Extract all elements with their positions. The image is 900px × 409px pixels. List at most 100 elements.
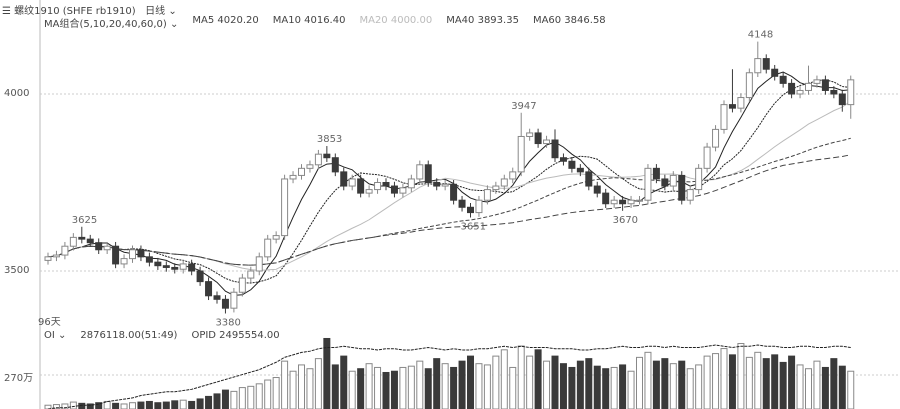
volume-bar <box>847 370 855 409</box>
volume-bar <box>728 354 736 409</box>
candle-body <box>382 182 390 187</box>
volume-bar <box>619 364 627 409</box>
volume-bar <box>551 355 559 409</box>
volume-bar <box>576 360 584 409</box>
candle-body <box>390 185 398 194</box>
volume-bar <box>441 363 449 409</box>
volume-bar <box>357 368 365 409</box>
ma5-value: MA5 4020.20 <box>192 15 259 26</box>
candle-body <box>728 104 736 109</box>
ma20-line <box>47 100 852 271</box>
ma10-line <box>47 79 851 284</box>
ma-legend: MA组合(5,10,20,40,60,0) ⌄ MA5 4020.20 MA10… <box>44 15 606 30</box>
volume-bar <box>331 364 339 409</box>
candle-body <box>712 128 720 148</box>
volume-bar <box>602 368 610 409</box>
candle-body <box>737 97 745 109</box>
candle-body <box>534 132 542 145</box>
candle-body <box>86 238 94 244</box>
candle-body <box>424 164 432 184</box>
candle-body <box>247 270 255 279</box>
candle-body <box>120 258 128 265</box>
contract-name: 螺纹1910 (SHFE rb1910) <box>14 6 136 17</box>
volume-bar <box>433 358 441 409</box>
volume-bar <box>720 348 728 409</box>
volume-bar <box>593 365 601 409</box>
candle-body <box>636 199 643 202</box>
ma-group-selector[interactable]: MA组合(5,10,20,40,60,0) ⌄ <box>44 19 179 30</box>
candle-body <box>323 153 331 159</box>
volume-bar <box>69 401 77 409</box>
oi-selector[interactable]: OI ⌄ <box>44 330 67 341</box>
price-annotation: 3670 <box>613 215 638 226</box>
candle-body <box>179 263 187 270</box>
candle-body <box>61 245 69 256</box>
period-selector[interactable]: 日线 ⌄ <box>145 6 177 17</box>
price-annotation: 3651 <box>461 222 486 233</box>
volume-bar <box>669 363 677 409</box>
volume-bar <box>458 360 466 409</box>
oi-value: 2876118.00(51:49) <box>80 330 178 341</box>
volume-bar <box>526 355 534 409</box>
candle-body <box>221 298 229 309</box>
candle-body <box>171 266 179 270</box>
volume-bar <box>264 379 272 409</box>
candle-body <box>112 245 120 265</box>
volume-bar <box>788 355 796 409</box>
volume-bar <box>399 366 407 409</box>
candle-body <box>610 199 618 205</box>
candle-body <box>44 256 52 261</box>
candle-body <box>568 160 576 169</box>
volume-bar <box>281 360 289 409</box>
volume-bar <box>838 365 846 409</box>
candle-body <box>745 72 753 99</box>
candle-body <box>205 281 213 297</box>
candle-body <box>754 58 762 74</box>
candle-body <box>543 139 551 145</box>
volume-bar <box>703 355 711 409</box>
candle-body <box>813 79 821 84</box>
volume-bar <box>424 368 432 409</box>
volume-bar <box>95 402 103 409</box>
volume-bar <box>695 364 703 409</box>
volume-bar <box>179 399 187 409</box>
candle-body <box>483 189 491 201</box>
candle-body <box>365 189 373 194</box>
ma20-value: MA20 4000.00 <box>359 15 433 26</box>
candle-body <box>433 182 441 187</box>
volume-bar <box>712 353 720 409</box>
volume-bar <box>559 363 567 409</box>
volume-bar <box>298 364 305 409</box>
volume-bar <box>678 360 686 409</box>
candle-body <box>162 265 170 268</box>
volume-bar <box>652 360 660 409</box>
candle-body <box>475 199 483 214</box>
ma60-line <box>47 154 851 266</box>
candle-body <box>517 135 525 173</box>
volume-bar <box>306 368 314 409</box>
volume-bar <box>796 364 804 409</box>
candle-body <box>467 206 474 214</box>
candle-body <box>551 139 559 159</box>
volume-bar <box>450 366 458 409</box>
volume-bar <box>737 343 745 409</box>
candle-body <box>137 249 145 258</box>
candle-body <box>78 236 86 240</box>
candle-body <box>145 256 153 263</box>
volume-tick-270: 270万 <box>4 373 34 384</box>
candle-body <box>821 79 829 91</box>
candle-body <box>627 199 635 205</box>
volume-bar <box>813 360 821 409</box>
volume-bar <box>112 402 120 409</box>
candle-body <box>272 235 280 240</box>
price-annotation: 3853 <box>317 134 342 145</box>
menu-icon[interactable]: ☰ <box>2 6 15 17</box>
volume-bar <box>205 395 213 409</box>
volume-bar <box>500 349 508 409</box>
candle-body <box>196 270 204 283</box>
candle-body <box>450 183 458 201</box>
candle-body <box>289 174 297 180</box>
volume-bar <box>221 389 229 409</box>
volume-bar <box>745 356 753 409</box>
candle-body <box>779 75 787 84</box>
